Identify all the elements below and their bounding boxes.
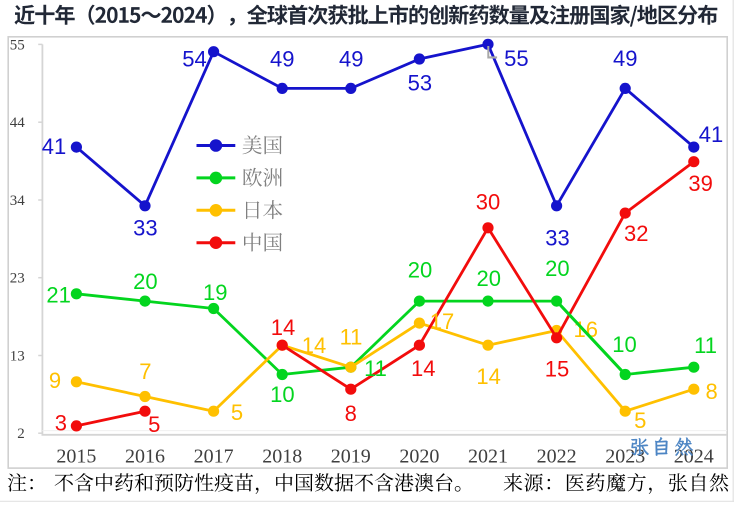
svg-text:5: 5 [231, 400, 243, 425]
svg-text:2020: 2020 [399, 445, 439, 467]
svg-text:15: 15 [545, 357, 569, 382]
svg-text:2: 2 [17, 426, 25, 442]
svg-text:14: 14 [271, 315, 295, 340]
svg-text:19: 19 [203, 280, 227, 305]
svg-text:41: 41 [42, 134, 66, 159]
svg-text:2019: 2019 [331, 445, 371, 467]
svg-text:2015: 2015 [56, 445, 96, 467]
svg-text:2024: 2024 [674, 445, 714, 467]
svg-text:33: 33 [545, 226, 569, 251]
svg-text:55: 55 [10, 37, 25, 53]
svg-text:21: 21 [46, 282, 70, 307]
svg-text:54: 54 [182, 47, 206, 72]
svg-text:55: 55 [504, 46, 528, 71]
svg-text:20: 20 [408, 257, 432, 282]
svg-text:14: 14 [302, 333, 326, 358]
svg-text:8: 8 [345, 401, 357, 426]
svg-text:32: 32 [624, 221, 648, 246]
svg-text:30: 30 [476, 189, 500, 214]
svg-text:34: 34 [10, 193, 26, 209]
svg-text:39: 39 [688, 171, 712, 196]
svg-text:49: 49 [270, 47, 294, 72]
svg-text:3: 3 [55, 411, 67, 436]
svg-text:33: 33 [133, 216, 157, 241]
svg-text:41: 41 [699, 122, 723, 147]
svg-text:16: 16 [573, 317, 597, 342]
svg-text:10: 10 [612, 332, 636, 357]
svg-text:14: 14 [411, 356, 435, 381]
svg-text:11: 11 [340, 324, 363, 349]
svg-text:11: 11 [694, 333, 717, 358]
svg-text:20: 20 [476, 266, 500, 291]
svg-text:11: 11 [364, 356, 387, 381]
svg-text:44: 44 [10, 115, 26, 131]
svg-text:2021: 2021 [468, 445, 508, 467]
svg-text:2022: 2022 [537, 445, 577, 467]
svg-text:2017: 2017 [194, 445, 234, 467]
svg-text:49: 49 [339, 47, 363, 72]
svg-text:13: 13 [10, 348, 25, 364]
svg-text:14: 14 [476, 364, 500, 389]
svg-text:2018: 2018 [262, 445, 302, 467]
svg-text:8: 8 [705, 379, 717, 404]
svg-text:20: 20 [133, 269, 157, 294]
svg-text:20: 20 [545, 256, 569, 281]
svg-text:53: 53 [408, 71, 432, 96]
svg-text:10: 10 [270, 382, 294, 407]
svg-text:23: 23 [10, 271, 25, 287]
svg-text:2016: 2016 [125, 445, 165, 467]
svg-text:5: 5 [148, 412, 160, 437]
svg-text:7: 7 [139, 359, 151, 384]
svg-text:5: 5 [634, 408, 646, 433]
svg-text:49: 49 [613, 46, 637, 71]
svg-text:9: 9 [49, 368, 61, 393]
svg-text:17: 17 [430, 309, 454, 334]
